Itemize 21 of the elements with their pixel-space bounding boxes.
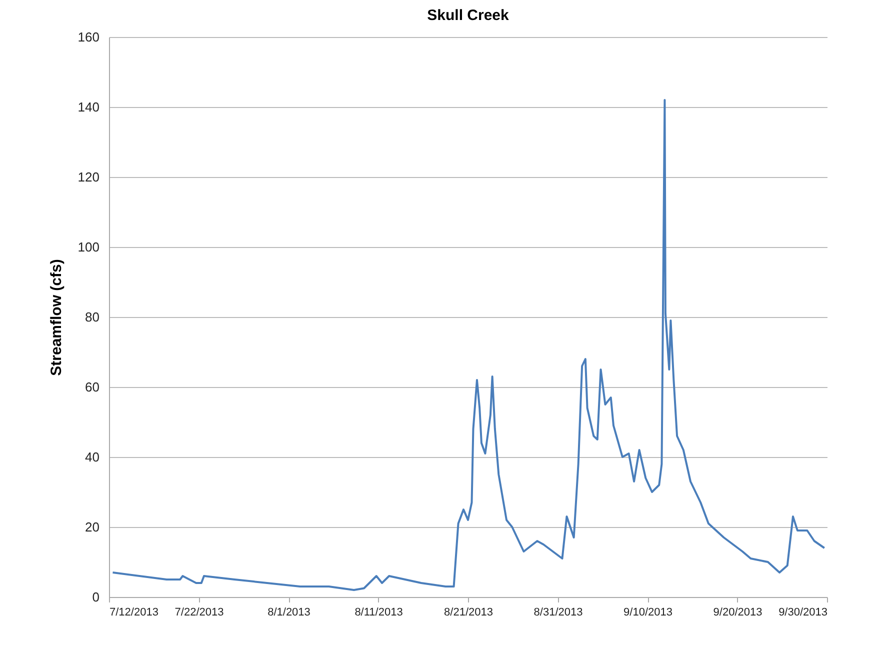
x-tick-label: 9/20/2013: [713, 606, 762, 618]
x-tick-label: 8/11/2013: [354, 606, 403, 618]
y-tick-label: 20: [85, 520, 100, 534]
x-tick-label: 9/30/2013: [778, 606, 828, 618]
y-axis-title: Streamflow (cfs): [48, 259, 65, 376]
x-tick-label: 7/22/2013: [174, 606, 224, 618]
y-tick-label: 0: [92, 590, 100, 604]
y-tick-label: 140: [78, 100, 100, 114]
y-tick-label: 100: [78, 240, 100, 254]
y-tick-label: 160: [78, 30, 100, 44]
x-tick-label: 8/1/2013: [268, 606, 310, 618]
x-tick-label: 9/10/2013: [624, 606, 672, 618]
line-series: [112, 99, 826, 591]
x-tick-label: 8/21/2013: [444, 606, 493, 618]
y-tick-label: 120: [78, 170, 100, 184]
x-tick-label: 8/31/2013: [534, 606, 583, 618]
y-tick-label: 80: [85, 310, 100, 324]
x-tick-label: 7/12/2013: [110, 606, 158, 618]
y-tick-label: 60: [85, 380, 100, 394]
y-tick-label: 40: [85, 450, 100, 464]
chart-title: Skull Creek: [427, 7, 510, 24]
